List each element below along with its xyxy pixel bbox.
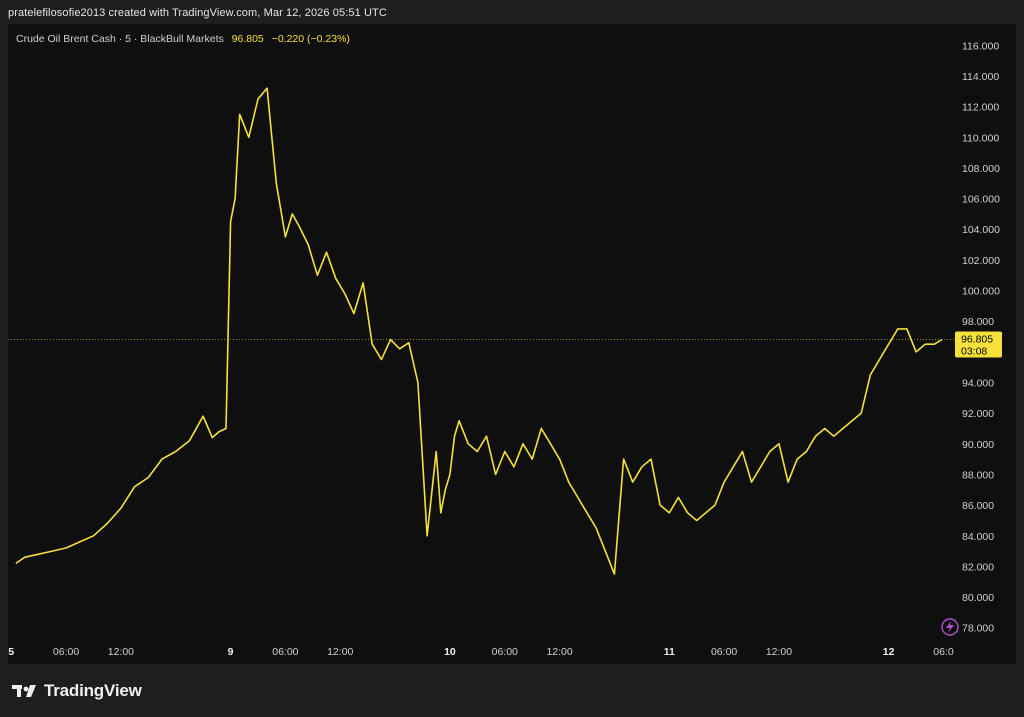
x-tick-label: 12: [883, 646, 895, 658]
y-tick-label: 102.000: [962, 255, 1000, 267]
y-tick-label: 90.000: [962, 439, 994, 451]
x-tick-label: 5: [8, 646, 14, 658]
x-tick-label: 10: [444, 646, 456, 658]
y-tick-label: 88.000: [962, 469, 994, 481]
last-price-value: 96.805: [961, 334, 993, 346]
x-tick-label: 06:00: [711, 646, 737, 658]
legend-symbol: Crude Oil Brent Cash · 5 · BlackBull Mar…: [16, 33, 224, 45]
y-tick-label: 98.000: [962, 316, 994, 328]
y-tick-label: 116.000: [962, 40, 999, 52]
bar-countdown: 03:08: [961, 346, 987, 358]
y-tick-label: 114.000: [962, 71, 999, 83]
x-tick-label: 06:0: [933, 646, 954, 658]
y-tick-label: 80.000: [962, 592, 994, 604]
y-tick-label: 82.000: [962, 561, 994, 573]
legend-price: 96.805: [231, 33, 264, 45]
legend-change: −0.220 (−0.23%): [271, 33, 350, 45]
y-tick-label: 108.000: [962, 163, 1000, 175]
tradingview-logo-icon: [12, 685, 36, 697]
x-tick-label: 06:00: [492, 646, 518, 658]
chart-attribution: pratelefilosofie2013 created with Tradin…: [8, 7, 387, 19]
y-tick-label: 92.000: [962, 408, 994, 420]
y-tick-label: 78.000: [962, 623, 994, 635]
x-tick-label: 11: [664, 646, 675, 658]
x-tick-label: 12:00: [327, 646, 353, 658]
y-tick-label: 110.000: [962, 132, 999, 144]
brand-name: TradingView: [44, 681, 142, 700]
y-tick-label: 100.000: [962, 286, 1000, 298]
x-tick-label: 06:00: [53, 646, 79, 658]
x-tick-label: 12:00: [546, 646, 572, 658]
lightning-bolt-icon[interactable]: [941, 618, 959, 636]
symbol-legend[interactable]: Crude Oil Brent Cash · 5 · BlackBull Mar…: [16, 33, 350, 45]
x-tick-label: 12:00: [766, 646, 792, 658]
x-tick-label: 06:00: [272, 646, 298, 658]
y-tick-label: 104.000: [962, 224, 1000, 236]
y-tick-label: 112.000: [962, 102, 999, 114]
x-tick-label: 12:00: [108, 646, 134, 658]
last-price-badge: [955, 331, 1002, 358]
y-tick-label: 106.000: [962, 194, 1000, 206]
y-tick-label: 94.000: [962, 378, 994, 390]
price-series-line[interactable]: [15, 87, 943, 575]
tradingview-footer[interactable]: TradingView: [12, 681, 142, 701]
x-tick-label: 9: [228, 646, 234, 658]
chart-pane[interactable]: [8, 24, 1016, 664]
y-tick-label: 86.000: [962, 500, 994, 512]
y-tick-label: 84.000: [962, 531, 994, 543]
